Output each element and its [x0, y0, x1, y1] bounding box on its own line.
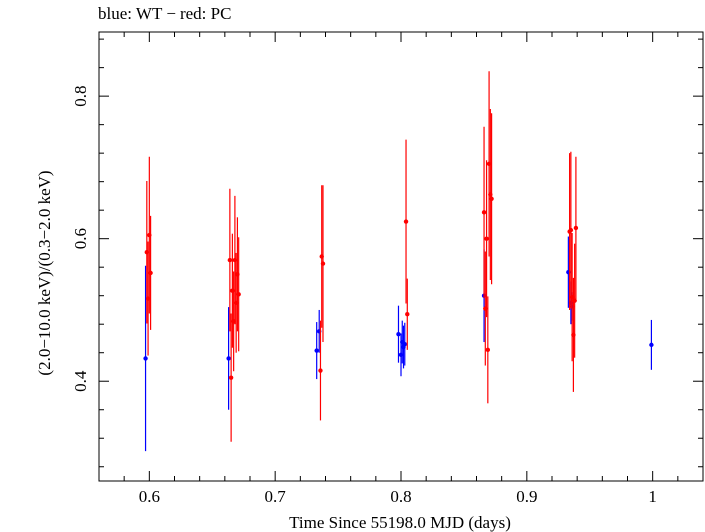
chart-title: blue: WT − red: PC: [98, 4, 231, 24]
data-point: [143, 356, 148, 361]
y-axis: 0.4 0.6 0.8: [71, 38, 703, 468]
x-tick-label: 0.6: [139, 487, 160, 506]
data-point: [568, 227, 574, 233]
data-point: [489, 196, 494, 201]
series-wt: [143, 236, 654, 452]
data-point: [484, 236, 489, 241]
data-point: [226, 356, 231, 361]
x-tick-label: 1: [648, 487, 657, 506]
y-tick-label: 0.8: [71, 86, 90, 107]
y-axis-label: (2.0−10.0 keV)/(0.3−2.0 keV): [35, 170, 54, 375]
data-point: [402, 341, 407, 347]
data-point: [403, 219, 409, 224]
x-tick-label: 0.7: [265, 487, 287, 506]
x-axis-label: Time Since 55198.0 MJD (days): [289, 513, 511, 532]
data-point: [227, 257, 233, 263]
data-point: [236, 292, 241, 297]
data-point: [649, 342, 654, 348]
data-point: [485, 347, 491, 353]
data-point: [318, 368, 323, 373]
title-separator: −: [166, 4, 176, 23]
data-point: [320, 261, 326, 266]
y-tick-label: 0.4: [71, 370, 90, 392]
data-point: [148, 270, 153, 276]
x-axis: 0.6 0.7 0.8 0.9 1: [98, 32, 704, 506]
plot-area: [98, 31, 704, 482]
y-tick-label: 0.6: [71, 228, 90, 249]
data-point: [228, 375, 234, 380]
data-point: [572, 298, 577, 303]
x-tick-label: 0.9: [516, 487, 537, 506]
x-tick-label: 0.8: [390, 487, 411, 506]
data-point: [396, 331, 401, 337]
title-red-label: red: PC: [179, 4, 232, 23]
title-blue-label: blue: WT: [98, 4, 163, 23]
data-point: [573, 225, 579, 231]
series-layer: [143, 71, 654, 452]
series-pc: [144, 71, 579, 442]
data-point: [314, 348, 319, 353]
plot-frame: [98, 31, 704, 482]
data-point: [405, 312, 410, 317]
data-point: [481, 210, 487, 215]
